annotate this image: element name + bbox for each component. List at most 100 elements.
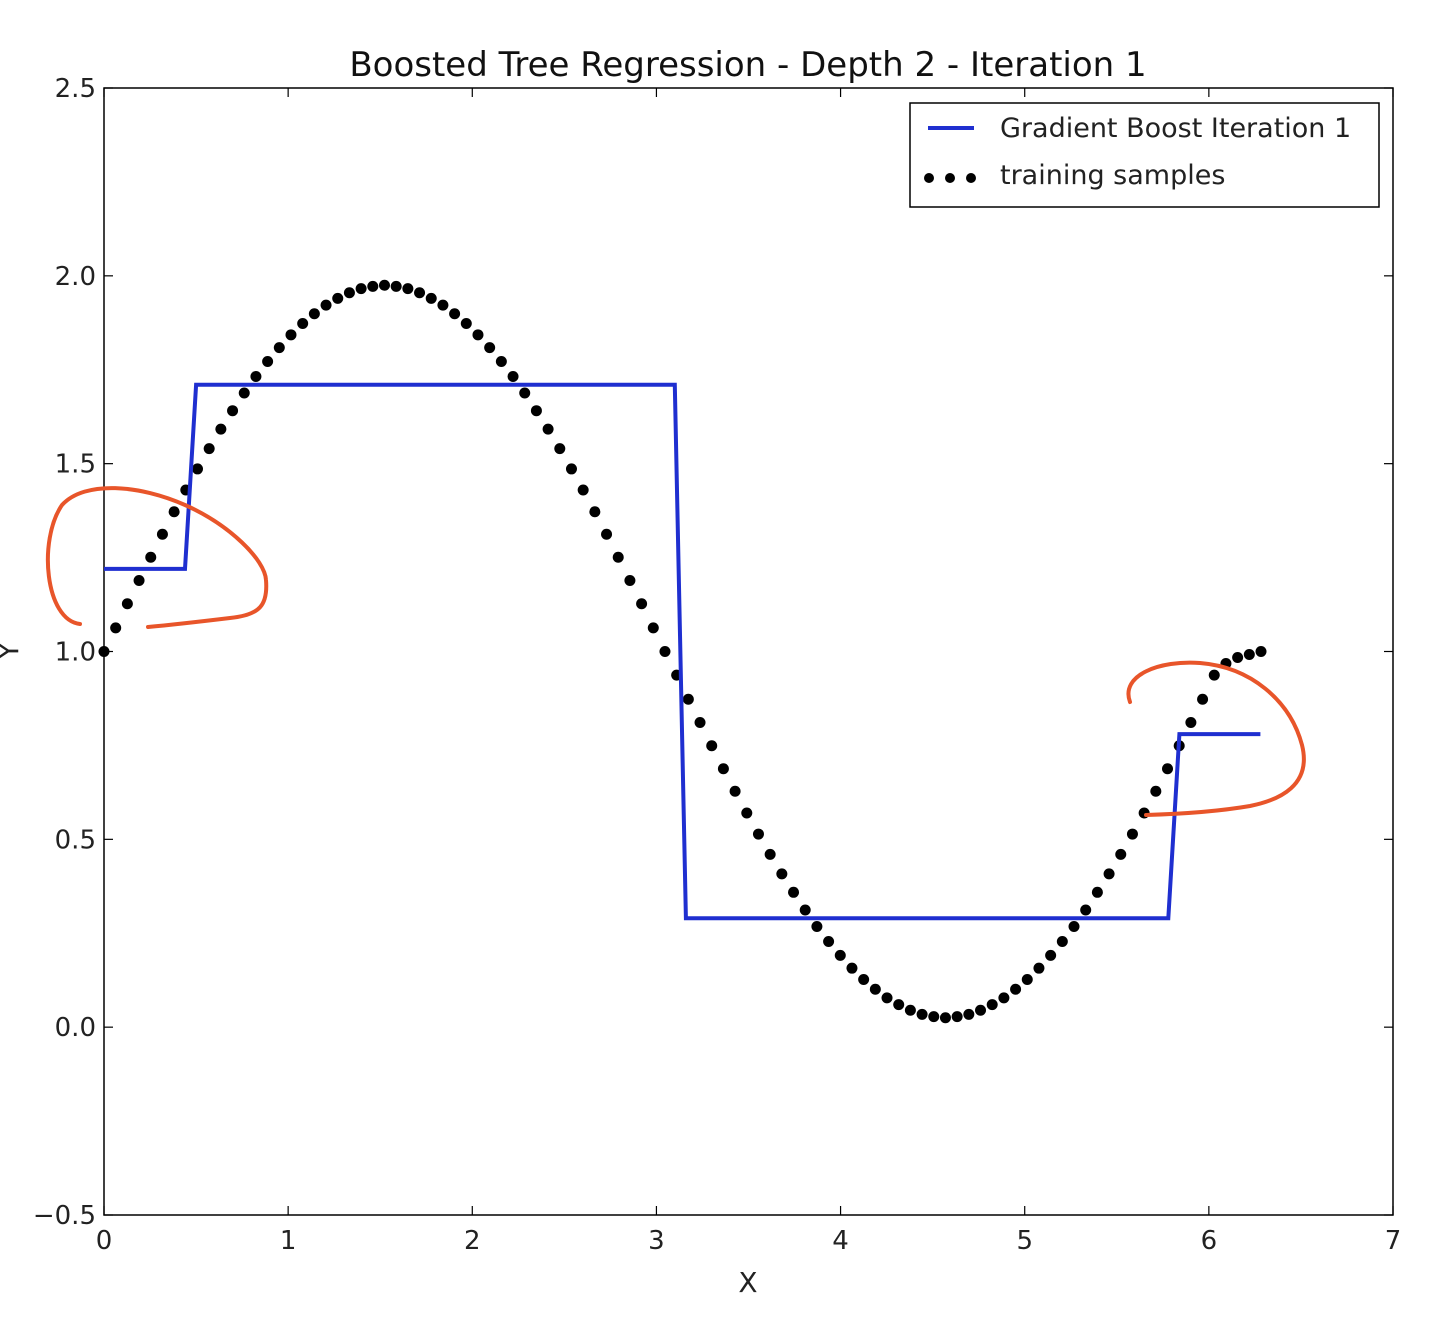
training-sample-point: [355, 283, 367, 295]
tick-labels: 0 1 2 3 4 5 6 7 −0.5 0.0 0.5 1.0 1.5 2.0 2.5: [33, 74, 1401, 1256]
training-sample-point: [191, 463, 203, 475]
x-tick-label: 4: [832, 1226, 849, 1256]
training-sample-point: [1243, 649, 1255, 661]
legend-dot-swatch: [966, 173, 976, 183]
training-sample-point: [729, 785, 741, 797]
training-sample-point: [963, 1008, 975, 1020]
training-sample-point: [706, 740, 718, 752]
training-sample-point: [624, 574, 636, 586]
training-sample-point: [846, 962, 858, 974]
training-sample-point: [1185, 717, 1197, 729]
training-sample-point: [589, 506, 601, 518]
training-sample-point: [752, 828, 764, 840]
training-sample-point: [1232, 652, 1244, 664]
training-sample-point: [1091, 886, 1103, 898]
training-sample-point: [530, 405, 542, 417]
y-tick-label: −0.5: [33, 1201, 96, 1231]
training-sample-point: [1255, 646, 1267, 657]
axes-frame: [103, 87, 1394, 1216]
training-sample-point: [659, 646, 671, 657]
training-sample-point: [1115, 848, 1127, 860]
training-sample-point: [717, 763, 729, 775]
training-sample-point: [1021, 973, 1033, 985]
training-sample-point: [811, 920, 823, 932]
chart-title: Boosted Tree Regression - Depth 2 - Iter…: [349, 45, 1146, 85]
training-sample-point: [484, 342, 496, 354]
training-sample-point: [121, 598, 133, 610]
training-sample-point: [928, 1011, 940, 1023]
training-sample-point: [460, 318, 472, 330]
training-sample-point: [986, 999, 998, 1011]
ticks: [103, 87, 1394, 1216]
x-tick-label: 3: [648, 1226, 665, 1256]
x-tick-label: 1: [280, 1226, 297, 1256]
training-sample-point: [332, 292, 344, 304]
x-tick-label: 5: [1016, 1226, 1033, 1256]
training-sample-point: [682, 693, 694, 705]
training-sample-point: [1162, 763, 1174, 775]
training-sample-point: [542, 423, 554, 435]
training-sample-point: [1068, 920, 1080, 932]
gradient-boost-line: [104, 382, 1261, 921]
training-sample-point: [694, 717, 706, 729]
training-sample-point: [939, 1012, 951, 1024]
training-sample-point: [776, 868, 788, 880]
training-sample-point: [799, 904, 811, 916]
y-tick-label: 1.5: [55, 450, 96, 480]
training-sample-point: [741, 807, 753, 819]
y-tick-label: 1.0: [55, 638, 96, 668]
training-sample-point: [916, 1008, 928, 1020]
training-sample-point: [110, 622, 122, 634]
training-sample-point: [1197, 693, 1209, 705]
training-sample-point: [320, 299, 332, 311]
y-tick-label: 2.5: [55, 74, 96, 104]
training-sample-point: [647, 622, 659, 634]
x-tick-label: 0: [96, 1226, 113, 1256]
training-sample-point: [881, 992, 893, 1004]
training-sample-point: [601, 528, 613, 540]
training-sample-point: [975, 1004, 987, 1016]
training-sample-point: [1080, 904, 1092, 916]
training-sample-point: [378, 279, 390, 291]
training-sample-point: [414, 287, 426, 299]
training-sample-point: [612, 551, 624, 563]
training-sample-point: [250, 371, 262, 383]
training-sample-point: [425, 292, 437, 304]
training-sample-point: [764, 848, 776, 860]
legend-box: [909, 102, 1380, 208]
annotation-circle-right: [1126, 660, 1306, 817]
y-tick-label: 2.0: [55, 262, 96, 292]
training-sample-point: [1103, 868, 1115, 880]
training-sample-point: [133, 574, 145, 586]
training-sample-point: [869, 983, 881, 995]
training-sample-point: [554, 443, 566, 455]
training-sample-point: [215, 423, 227, 435]
training-sample-point: [145, 551, 157, 563]
training-sample-point: [449, 308, 461, 320]
y-axis-label: Y: [0, 642, 25, 661]
legend-dot-swatch: [945, 173, 955, 183]
legend: Gradient Boost Iteration 1 training samp…: [909, 102, 1380, 208]
training-sample-point: [1126, 828, 1138, 840]
series-layer: [98, 279, 1267, 1024]
training-sample-point: [1150, 785, 1162, 797]
annotation-circle-left: [45, 486, 269, 629]
y-tick-label: 0.5: [55, 825, 96, 855]
training-sample-point: [507, 371, 519, 383]
x-tick-label: 6: [1201, 1226, 1218, 1256]
training-sample-point: [156, 528, 168, 540]
legend-label-training-samples: training samples: [1000, 160, 1225, 191]
training-sample-point: [273, 342, 285, 354]
legend-label-gradient-boost: Gradient Boost Iteration 1: [1000, 113, 1351, 144]
training-sample-point: [168, 506, 180, 518]
training-sample-point: [203, 443, 215, 455]
training-sample-point: [1056, 936, 1068, 948]
training-sample-point: [893, 999, 905, 1011]
training-sample-point: [308, 308, 320, 320]
training-sample-point: [1208, 669, 1220, 681]
training-sample-point: [834, 949, 846, 961]
training-sample-point: [367, 280, 379, 292]
training-sample-point: [390, 280, 402, 292]
legend-dot-swatch: [924, 173, 934, 183]
